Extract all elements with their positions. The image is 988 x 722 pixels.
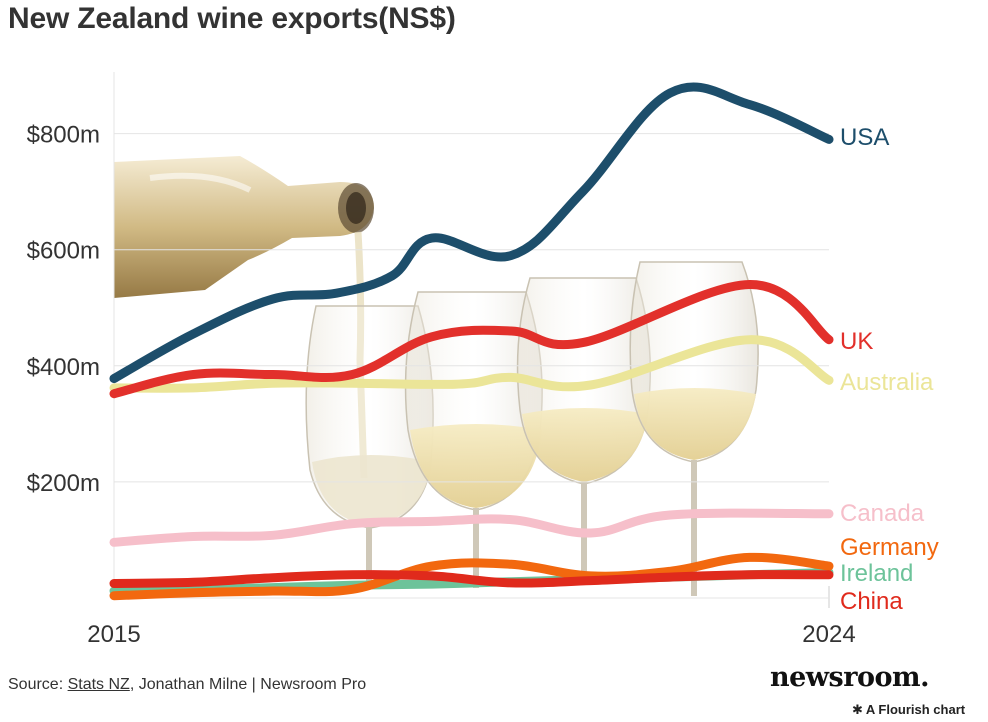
series-label-germany: Germany <box>840 534 939 561</box>
series-line-canada[interactable] <box>109 508 834 547</box>
source-link-stats-nz[interactable]: Stats NZ <box>67 676 130 693</box>
series-label-uk: UK <box>840 328 873 355</box>
chart-title: New Zealand wine exports(NS$) <box>8 2 456 35</box>
source-credits: , Jonathan Milne | Newsroom Pro <box>129 676 367 693</box>
x-axis: 2015 2024 <box>87 621 855 648</box>
series-line-china[interactable] <box>109 570 834 588</box>
series-line-usa[interactable] <box>109 82 834 384</box>
y-tick-label: $400m <box>27 354 100 381</box>
y-tick-label: $600m <box>27 238 100 265</box>
series-label-china: China <box>840 588 903 615</box>
wine-glass-icon <box>629 261 759 596</box>
series-line-uk[interactable] <box>109 279 834 399</box>
series-label-ireland: Ireland <box>840 560 913 587</box>
x-tick-label: 2015 <box>87 621 140 648</box>
y-tick-label: $800m <box>27 122 100 149</box>
x-tick-label: 2024 <box>802 621 855 648</box>
series-label-canada: Canada <box>840 500 925 527</box>
wine-glass-icon <box>305 305 434 586</box>
y-axis: $200m $400m $600m $800m <box>27 122 100 497</box>
series-label-usa: USA <box>840 124 889 151</box>
series-lines <box>109 82 834 601</box>
wine-bottle-icon <box>114 156 374 298</box>
series-line-germany[interactable] <box>109 552 834 601</box>
wine-bottle-and-glasses-illustration <box>114 156 759 596</box>
flourish-credit-text: A Flourish chart <box>865 702 966 717</box>
y-tick-label: $200m <box>27 470 100 497</box>
flourish-credit[interactable]: ✱ A Flourish chart <box>852 702 965 718</box>
source-prefix: Source: <box>8 676 68 693</box>
series-label-australia: Australia <box>840 369 934 396</box>
source-note: Source: Stats NZ, Jonathan Milne | Newsr… <box>8 676 366 694</box>
wine-glass-icon <box>404 291 543 588</box>
newsroom-logo[interactable]: newsroom. <box>770 662 929 693</box>
flourish-asterisk-icon: ✱ <box>852 702 863 717</box>
series-line-australia[interactable] <box>109 335 834 393</box>
